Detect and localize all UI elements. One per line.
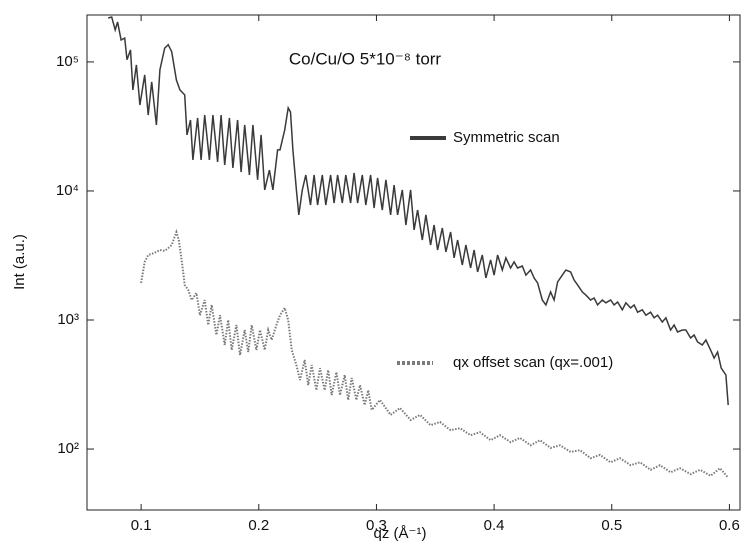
x-tick-label: 0.3: [366, 517, 387, 534]
x-axis-label: qz (Å⁻¹): [374, 525, 427, 542]
x-tick-label: 0.1: [131, 517, 152, 534]
x-tick-label: 0.6: [719, 517, 740, 534]
legend-label: qx offset scan (qx=.001): [453, 354, 613, 371]
legend-label: Symmetric scan: [453, 129, 560, 146]
y-axis-label: Int (a.u.): [11, 234, 28, 290]
data-line: [140, 228, 729, 479]
x-tick-label: 0.2: [248, 517, 269, 534]
data-line: [107, 16, 729, 406]
y-tick-label: 10³: [57, 311, 79, 328]
plot-frame: [86, 14, 741, 511]
y-tick-label: 10⁵: [56, 53, 79, 70]
y-tick-label: 10²: [57, 440, 79, 457]
x-tick-label: 0.4: [484, 517, 505, 534]
x-tick-label: 0.5: [601, 517, 622, 534]
y-tick-label: 10⁴: [56, 182, 79, 199]
annotation: Co/Cu/O 5*10⁻⁸ torr: [289, 49, 442, 68]
